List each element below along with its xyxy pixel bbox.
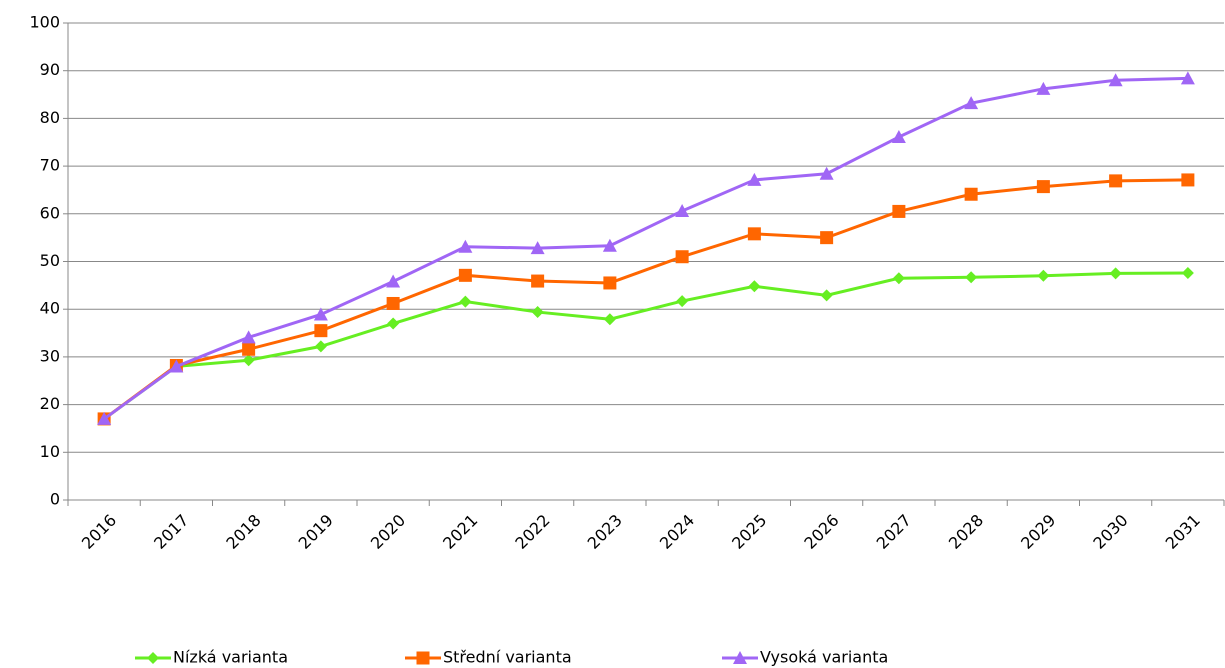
point — [1037, 269, 1050, 282]
point — [386, 296, 400, 310]
x-tick-label: 2018 — [222, 511, 264, 553]
point — [530, 241, 545, 255]
point — [458, 268, 472, 282]
point — [313, 307, 328, 321]
y-tick-label: 10 — [40, 442, 60, 461]
point — [314, 340, 327, 353]
point — [1036, 81, 1051, 95]
legend-label: Nízká varianta — [173, 648, 288, 667]
point — [242, 354, 255, 367]
x-tick-label: 2031 — [1162, 511, 1204, 553]
x-tick-label: 2022 — [511, 511, 553, 553]
series-line — [103, 271, 1188, 421]
x-tick-label: 2026 — [800, 511, 842, 553]
point — [1036, 180, 1050, 194]
point — [676, 295, 689, 308]
point — [964, 96, 979, 110]
legend-marker — [416, 651, 430, 665]
x-tick-label: 2017 — [150, 511, 192, 553]
x-tick-label: 2028 — [945, 511, 987, 553]
point — [675, 250, 689, 264]
series-line — [103, 178, 1188, 421]
point — [892, 204, 906, 218]
y-tick-label: 0 — [50, 490, 60, 509]
point — [531, 274, 545, 288]
legend-label: Vysoká varianta — [760, 648, 888, 667]
y-tick-label: 70 — [40, 156, 60, 175]
point — [314, 324, 328, 338]
point — [1109, 174, 1123, 188]
point — [964, 187, 978, 201]
x-tick-label: 2027 — [873, 511, 915, 553]
y-tick-label: 40 — [40, 299, 60, 318]
y-tick-label: 20 — [40, 394, 60, 413]
series-line — [103, 76, 1188, 421]
point — [603, 313, 616, 326]
point — [97, 411, 112, 425]
point — [241, 330, 256, 344]
point — [386, 274, 401, 288]
point — [1181, 173, 1195, 187]
x-tick-label: 2019 — [295, 511, 337, 553]
legend-marker — [733, 651, 747, 664]
x-tick-label: 2023 — [584, 511, 626, 553]
legend-marker — [147, 652, 159, 664]
y-tick-label: 30 — [40, 346, 60, 365]
point — [531, 306, 544, 319]
point — [387, 317, 400, 330]
point — [965, 271, 978, 284]
x-tick-label: 2021 — [439, 511, 481, 553]
x-tick-label: 2020 — [367, 511, 409, 553]
y-tick-label: 90 — [40, 60, 60, 79]
x-tick-label: 2029 — [1017, 511, 1059, 553]
x-tick-label: 2025 — [728, 511, 770, 553]
point — [891, 130, 906, 144]
point — [748, 280, 761, 293]
y-tick-label: 50 — [40, 251, 60, 270]
point — [603, 276, 617, 290]
point — [675, 203, 690, 217]
x-tick-label: 2024 — [656, 511, 698, 553]
point — [820, 231, 834, 245]
y-tick-label: 60 — [40, 203, 60, 222]
point — [242, 342, 256, 356]
x-tick-label: 2016 — [78, 511, 120, 553]
point — [1108, 73, 1123, 87]
x-tick-label: 2030 — [1089, 511, 1131, 553]
legend-label: Střední varianta — [443, 648, 572, 667]
point — [820, 289, 833, 302]
point — [1109, 267, 1122, 280]
y-tick-label: 80 — [40, 108, 60, 127]
y-tick-label: 100 — [29, 13, 60, 32]
point — [459, 295, 472, 308]
point — [892, 272, 905, 285]
point — [458, 239, 473, 253]
point — [1181, 266, 1194, 279]
point — [819, 166, 834, 180]
point — [169, 359, 184, 373]
point — [747, 227, 761, 241]
point — [1180, 71, 1195, 85]
point — [602, 238, 617, 252]
point — [747, 172, 762, 186]
